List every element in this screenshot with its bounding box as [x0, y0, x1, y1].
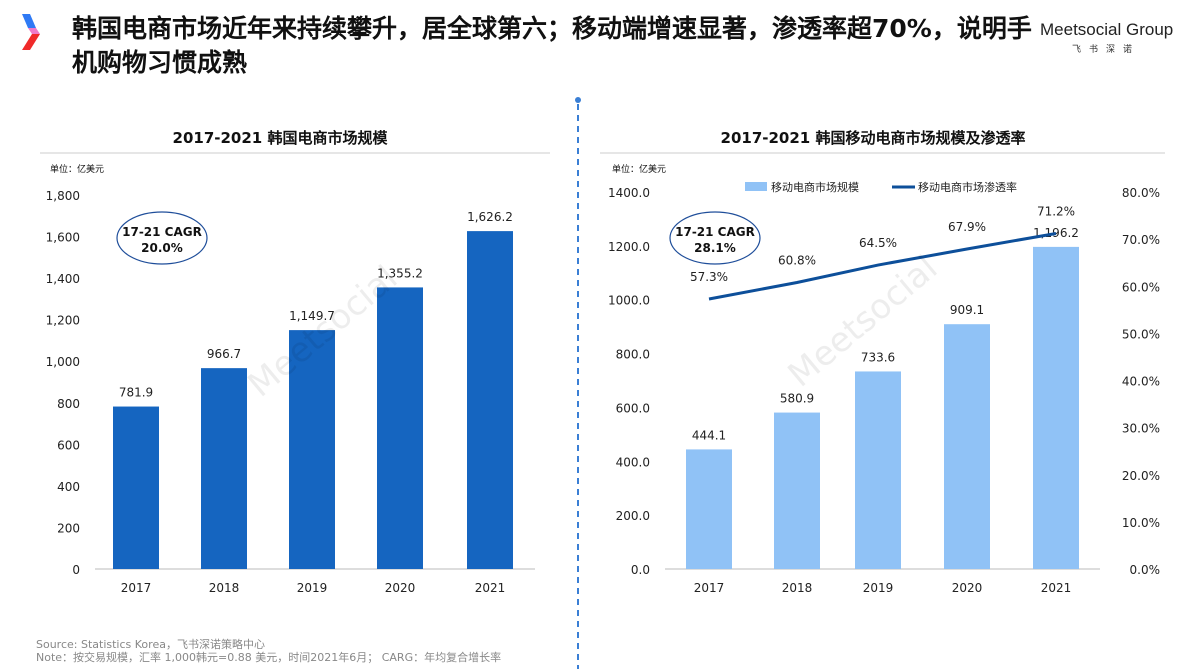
bar-2019 [855, 371, 901, 569]
y2-tick-label: 0.0% [1130, 563, 1161, 577]
line-value-label: 71.2% [1037, 204, 1075, 218]
unit-label: 单位：亿美元 [612, 163, 666, 175]
y-tick-label: 1,800 [46, 189, 80, 203]
divider-dot [575, 97, 581, 103]
line-value-label: 60.8% [778, 253, 816, 267]
chart-title: 2017-2021 韩国移动电商市场规模及渗透率 [721, 129, 1026, 147]
cagr-value: 20.0% [141, 241, 183, 255]
source-note: Source: Statistics Korea，飞书深诺策略中心 [36, 638, 265, 651]
bar-2018 [774, 412, 820, 569]
bar-value-label: 1,626.2 [467, 210, 513, 224]
legend-bar-label: 移动电商市场规模 [771, 180, 859, 194]
bar-2020 [944, 324, 990, 569]
y2-tick-label: 10.0% [1122, 516, 1160, 530]
cagr-value: 28.1% [694, 241, 736, 255]
bar-2020 [377, 287, 423, 569]
bar-2021 [467, 231, 513, 570]
x-tick-label: 2020 [952, 581, 983, 595]
x-tick-label: 2021 [1041, 581, 1072, 595]
y2-tick-label: 30.0% [1122, 422, 1160, 436]
y-tick-label: 1000.0 [608, 294, 650, 308]
y-tick-label: 400 [57, 480, 80, 494]
x-tick-label: 2017 [694, 581, 725, 595]
bar-2019 [289, 330, 335, 569]
bar-value-label: 733.6 [861, 350, 895, 364]
cagr-label: 17-21 CAGR [122, 225, 202, 239]
penetration-line [708, 231, 1057, 301]
cagr-ellipse [116, 211, 208, 265]
cagr-ellipse [669, 211, 761, 265]
y-tick-label: 600 [57, 438, 80, 452]
y-tick-label: 1,600 [46, 231, 80, 245]
y-tick-label: 1,000 [46, 355, 80, 369]
y-tick-label: 800 [57, 397, 80, 411]
bar-value-label: 444.1 [692, 428, 726, 442]
brand-subtitle: 飞书深诺 [1072, 45, 1141, 55]
unit-label: 单位：亿美元 [50, 163, 104, 175]
y-tick-label: 1200.0 [608, 240, 650, 254]
y-tick-label: 200 [57, 521, 80, 535]
y-tick-label: 600.0 [616, 401, 650, 415]
y-tick-label: 1,400 [46, 272, 80, 286]
y2-tick-label: 60.0% [1122, 280, 1160, 294]
chart-title: 2017-2021 韩国电商市场规模 [173, 129, 389, 147]
bar-value-label: 1,355.2 [377, 266, 423, 280]
bar-value-label: 781.9 [119, 386, 153, 400]
bar-value-label: 909.1 [950, 303, 984, 317]
bar-value-label: 1,149.7 [289, 309, 335, 323]
line-value-label: 67.9% [948, 220, 986, 234]
y2-tick-label: 70.0% [1122, 233, 1160, 247]
y2-tick-label: 20.0% [1122, 469, 1160, 483]
x-tick-label: 2019 [863, 581, 894, 595]
cagr-label: 17-21 CAGR [675, 225, 755, 239]
bar-2018 [201, 368, 247, 569]
x-tick-label: 2018 [782, 581, 813, 595]
bar-2017 [113, 406, 159, 569]
y2-tick-label: 40.0% [1122, 375, 1160, 389]
x-tick-label: 2019 [297, 581, 328, 595]
footnote: Note：按交易规模，汇率 1,000韩元=0.88 美元，时间2021年6月；… [36, 651, 502, 664]
bar-value-label: 966.7 [207, 347, 241, 361]
legend-bar-swatch [745, 182, 767, 191]
y-tick-label: 1400.0 [608, 186, 650, 200]
x-tick-label: 2018 [209, 581, 240, 595]
line-value-label: 57.3% [690, 270, 728, 284]
y-tick-label: 1,200 [46, 314, 80, 328]
bar-2021 [1033, 246, 1079, 569]
page-title: 韩国电商市场近年来持续攀升，居全球第六；移动端增速显著，渗透率超70%，说明手机… [72, 14, 1032, 77]
legend-line-label: 移动电商市场渗透率 [918, 180, 1017, 194]
y-tick-label: 0 [72, 563, 80, 577]
x-tick-label: 2017 [121, 581, 152, 595]
x-tick-label: 2021 [475, 581, 506, 595]
y2-tick-label: 50.0% [1122, 327, 1160, 341]
bar-value-label: 580.9 [780, 392, 814, 406]
line-value-label: 64.5% [859, 236, 897, 250]
x-tick-label: 2020 [385, 581, 416, 595]
y-tick-label: 400.0 [616, 455, 650, 469]
brand-logo-mark [22, 14, 40, 50]
y-tick-label: 0.0 [631, 563, 650, 577]
brand-logo: Meetsocial Group [1040, 20, 1174, 39]
y2-tick-label: 80.0% [1122, 186, 1160, 200]
y-tick-label: 800.0 [616, 348, 650, 362]
footer: Source: Statistics Korea，飞书深诺策略中心 Note：按… [36, 638, 501, 664]
y-tick-label: 200.0 [616, 509, 650, 523]
bar-2017 [686, 449, 732, 569]
